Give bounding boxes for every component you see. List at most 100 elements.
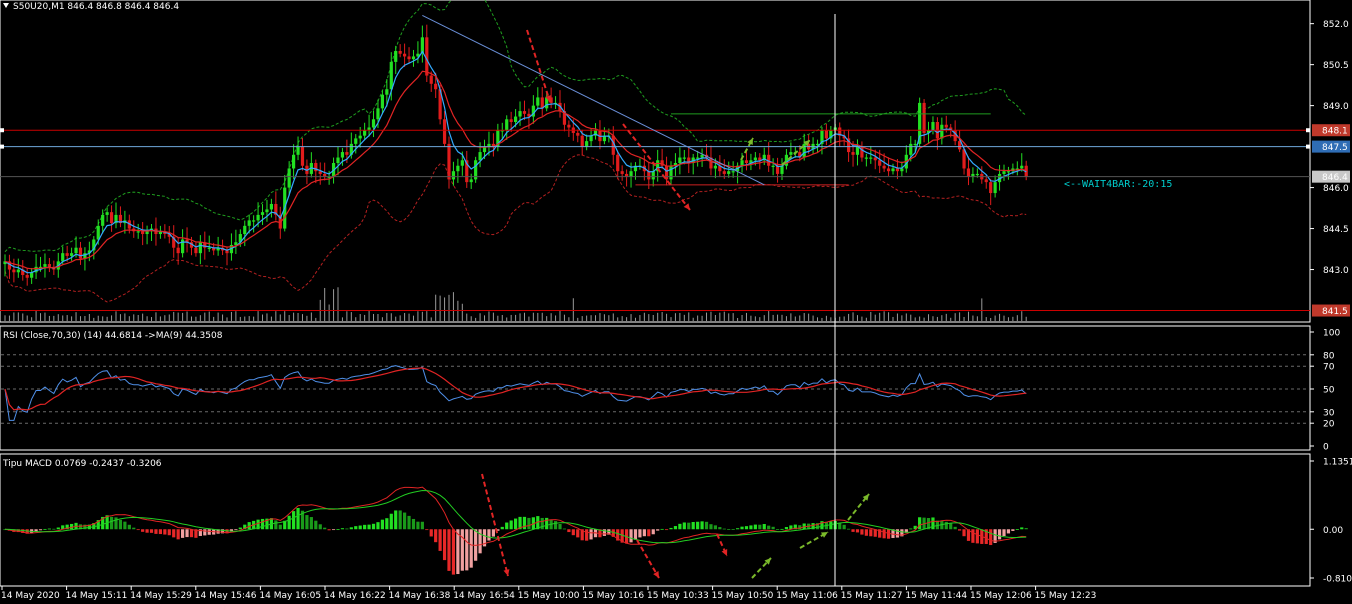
candle-body bbox=[1002, 171, 1006, 174]
up-arrow-head bbox=[803, 140, 810, 147]
upper-band-line bbox=[4, 0, 1027, 253]
macd-histogram-bar bbox=[363, 524, 367, 530]
macd-histogram-bar bbox=[611, 529, 615, 537]
volume-bar bbox=[159, 316, 161, 321]
macd-histogram-bar bbox=[931, 517, 935, 530]
volume-bar bbox=[466, 313, 468, 321]
candle-body bbox=[522, 111, 527, 114]
macd-histogram-bar bbox=[287, 515, 291, 530]
candle-body bbox=[975, 173, 979, 176]
volume-bar bbox=[523, 312, 525, 321]
volume-bar bbox=[142, 313, 144, 321]
volume-bar bbox=[40, 313, 42, 321]
macd-histogram-bar bbox=[989, 529, 993, 546]
volume-bar bbox=[555, 315, 557, 321]
candle-body bbox=[842, 135, 846, 139]
candle-body bbox=[549, 97, 553, 103]
macd-histogram-bar bbox=[305, 515, 309, 530]
candle-body bbox=[682, 157, 686, 159]
dropdown-triangle-icon[interactable] bbox=[3, 3, 9, 8]
macd-histogram-bar bbox=[163, 529, 167, 535]
volume-bar bbox=[537, 312, 539, 321]
candle-body bbox=[141, 231, 145, 235]
macd-histogram-bar bbox=[83, 524, 87, 530]
candle-body bbox=[101, 214, 105, 226]
time-tick-label: 14 May 15:46 bbox=[195, 591, 257, 601]
candle-body bbox=[709, 157, 713, 169]
candle-body bbox=[340, 152, 345, 158]
time-tick-label: 15 May 10:16 bbox=[582, 591, 644, 601]
candle-body bbox=[345, 152, 349, 155]
volume-bar bbox=[586, 315, 588, 321]
volume-bar bbox=[93, 317, 95, 321]
volume-bar bbox=[519, 313, 521, 321]
candle-body bbox=[465, 160, 469, 183]
volume-bar bbox=[204, 312, 206, 321]
candle-body bbox=[429, 75, 433, 84]
time-tick-label: 14 May 15:29 bbox=[130, 591, 192, 601]
candle-body bbox=[958, 141, 962, 150]
macd-histogram-bar bbox=[855, 529, 860, 533]
volume-bar bbox=[599, 313, 601, 321]
candle-body bbox=[61, 253, 65, 262]
macd-histogram-bar bbox=[962, 529, 966, 537]
candle-body bbox=[962, 149, 966, 169]
candle-body bbox=[744, 160, 749, 163]
macd-histogram-bar bbox=[553, 521, 558, 530]
macd-histogram-bar bbox=[340, 528, 345, 530]
candle-body bbox=[181, 239, 185, 254]
candle-body bbox=[1015, 168, 1019, 170]
macd-histogram-bar bbox=[123, 521, 127, 530]
macd-histogram-bar bbox=[607, 529, 611, 535]
candle-body bbox=[7, 261, 12, 270]
macd-histogram-bar bbox=[909, 528, 913, 530]
candle-body bbox=[873, 157, 877, 161]
rsi-line bbox=[4, 365, 1027, 421]
macd-histogram-bar bbox=[873, 529, 877, 537]
macd-histogram-bar bbox=[798, 525, 802, 530]
macd-histogram-bar bbox=[784, 527, 789, 530]
macd-header: Tipu MACD 0.0769 -0.2437 -0.3206 bbox=[2, 459, 162, 469]
macd-histogram-bar bbox=[500, 526, 504, 530]
candle-body bbox=[798, 152, 802, 158]
volume-bar bbox=[657, 312, 659, 321]
line-handle bbox=[0, 144, 4, 149]
volume-bar bbox=[945, 313, 947, 321]
volume-bar bbox=[883, 311, 885, 321]
candle-body bbox=[802, 143, 806, 158]
macd-histogram-bar bbox=[34, 529, 38, 532]
macd-histogram-bar bbox=[198, 529, 202, 536]
volume-bar bbox=[266, 313, 268, 321]
candle-body bbox=[855, 146, 860, 155]
macd-histogram-bar bbox=[709, 524, 713, 530]
time-tick-label: 15 May 10:50 bbox=[712, 591, 774, 601]
macd-histogram-bar bbox=[731, 529, 735, 530]
macd-histogram-bar bbox=[580, 529, 584, 541]
candle-body bbox=[713, 165, 717, 169]
volume-bar bbox=[737, 317, 739, 321]
macd-histogram-bar bbox=[997, 529, 1002, 540]
macd-histogram-bar bbox=[234, 529, 238, 531]
volume-bar bbox=[710, 311, 712, 321]
time-tick-label: 14 May 16:38 bbox=[389, 591, 451, 601]
volume-bar bbox=[719, 312, 721, 321]
macd-histogram-bar bbox=[109, 516, 114, 530]
macd-histogram-bar bbox=[96, 520, 100, 530]
volume-bar bbox=[239, 316, 241, 321]
macd-histogram-bar bbox=[944, 521, 948, 530]
volume-bar bbox=[674, 313, 676, 321]
volume-bar bbox=[648, 314, 650, 321]
candle-body bbox=[944, 124, 948, 128]
macd-histogram-bar bbox=[447, 529, 451, 571]
candle-body bbox=[74, 247, 78, 254]
price-tag bbox=[1312, 170, 1350, 183]
volume-bar bbox=[475, 317, 477, 321]
candle-body bbox=[292, 154, 296, 169]
macd-histogram-bar bbox=[256, 519, 260, 530]
macd-histogram-bar bbox=[616, 529, 620, 541]
volume-layer bbox=[4, 287, 1027, 321]
macd-histogram-bar bbox=[704, 521, 709, 530]
volume-bar bbox=[870, 311, 872, 321]
macd-histogram-bar bbox=[727, 529, 731, 530]
